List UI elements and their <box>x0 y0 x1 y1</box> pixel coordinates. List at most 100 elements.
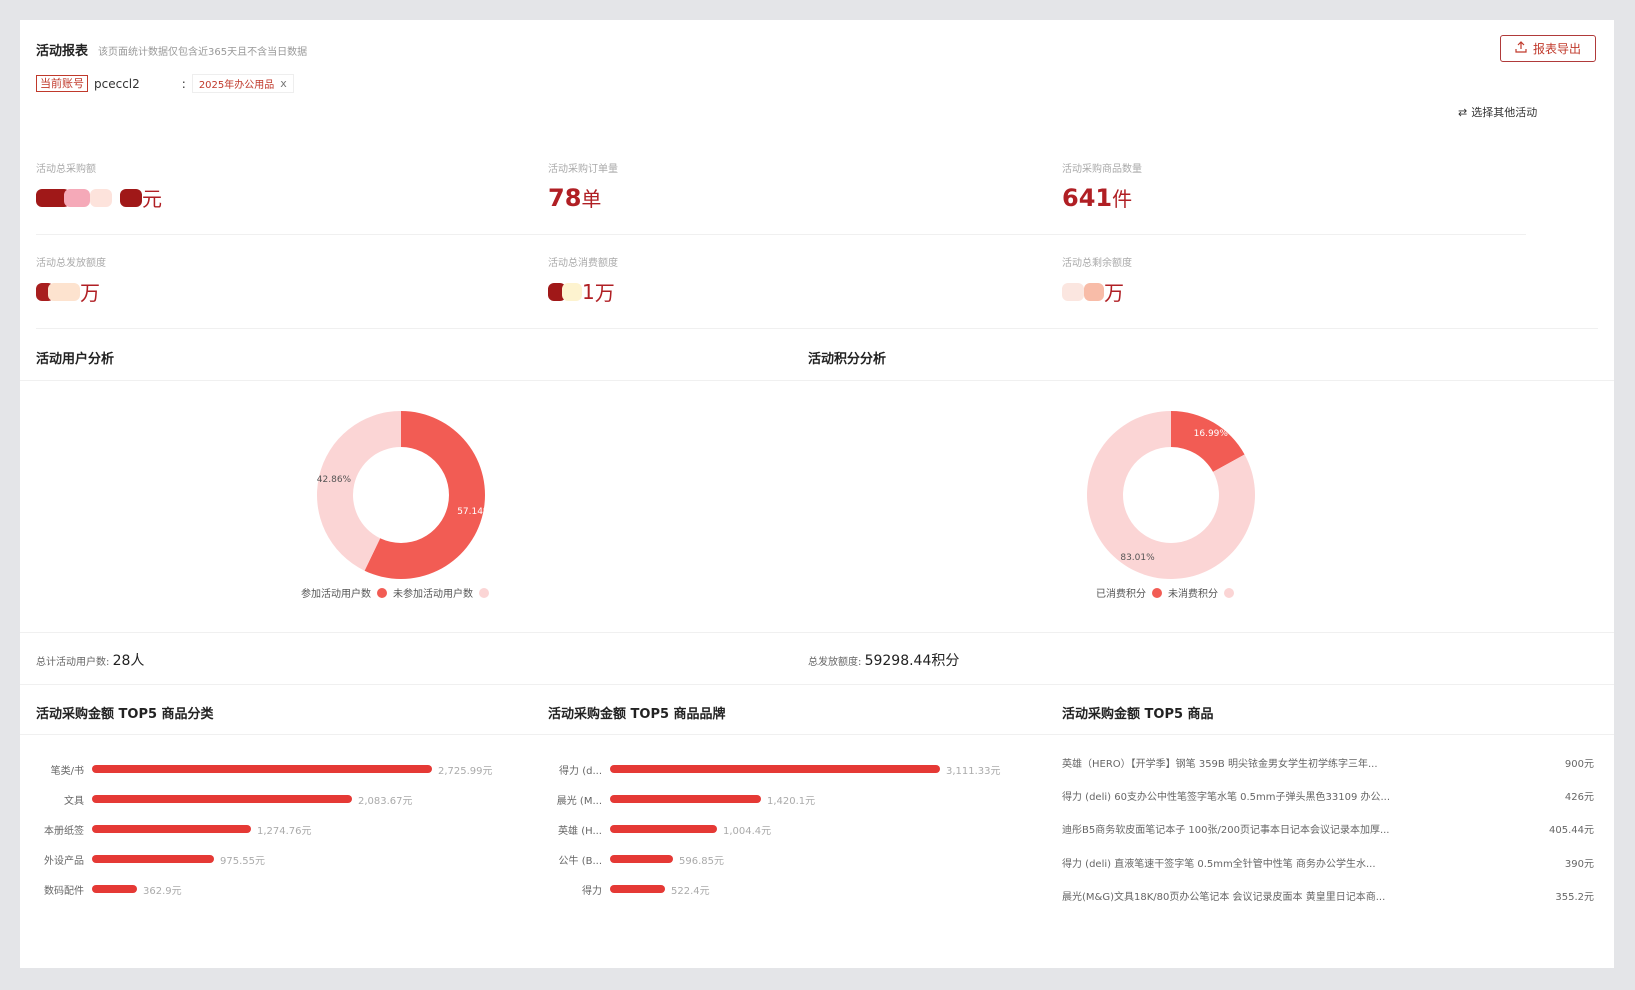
metric-item-count: 活动采购商品数量 641件 <box>1062 160 1142 212</box>
bar <box>92 885 137 893</box>
bar <box>92 825 251 833</box>
bar-label: 本册纸签 <box>44 825 84 837</box>
redacted-value <box>1062 282 1084 301</box>
redacted-value <box>562 282 582 301</box>
divider <box>36 234 1526 235</box>
summary-value: 59298.44积分 <box>864 653 960 669</box>
points-consumed-percent: 16.99% <box>1194 429 1229 439</box>
close-icon[interactable]: x <box>280 77 287 90</box>
bar-value-label: 596.85元 <box>679 855 724 867</box>
bar-value-label: 522.4元 <box>671 885 710 897</box>
account-badge: 当前账号 <box>36 75 88 92</box>
bar <box>92 795 352 803</box>
metric-label: 活动总消费额度 <box>548 258 618 269</box>
metric-label: 活动采购商品数量 <box>1062 164 1142 175</box>
report-panel: 活动报表 该页面统计数据仅包含近365天且不含当日数据 报表导出 当前账号 pc… <box>20 20 1614 968</box>
legend-dot <box>1224 587 1234 598</box>
points-donut-chart: 16.99% 83.01% <box>1087 411 1255 579</box>
metric-unit: 件 <box>1112 187 1133 211</box>
bar-row: 公牛 (B... 596.85元 <box>548 853 724 867</box>
metric-total-purchase: 活动总采购额 元 <box>36 160 162 212</box>
list-item[interactable]: 迪彤B5商务软皮面笔记本子 100张/200页记事本日记本会议记录本加厚... … <box>1062 821 1594 836</box>
user-participated-percent: 57.14% <box>457 507 486 517</box>
redacted-value <box>36 188 70 207</box>
top5-brand-title: 活动采购金额 TOP5 商品品牌 <box>548 707 726 722</box>
page-subtitle: 该页面统计数据仅包含近365天且不含当日数据 <box>98 47 308 58</box>
metric-unit: 万 <box>594 281 615 305</box>
legend-dot <box>479 587 489 598</box>
divider <box>20 734 1614 735</box>
divider <box>20 632 1614 633</box>
metric-unit: 万 <box>1104 281 1124 305</box>
redacted-value <box>90 188 112 207</box>
metric-value: 78 <box>548 184 582 212</box>
list-item[interactable]: 英雄（HERO）【开学季】钢笔 359B 明尖铱金男女学生初学练字三年... 9… <box>1062 755 1594 770</box>
points-summary: 总发放额度: 59298.44积分 <box>808 650 959 670</box>
bar-row: 英雄 (H... 1,004.4元 <box>548 823 771 837</box>
redacted-value <box>548 282 566 301</box>
bar-row: 数码配件 362.9元 <box>36 883 182 897</box>
account-row: 当前账号 pceccl2 : 2025年办公用品 x <box>36 74 294 93</box>
summary-label: 总计活动用户数: <box>36 657 110 668</box>
top5-product-title: 活动采购金额 TOP5 商品 <box>1062 707 1214 722</box>
bar <box>92 855 214 863</box>
product-amount: 405.44元 <box>1549 825 1594 836</box>
list-item[interactable]: 得力 (deli) 直液笔速干签字笔 0.5mm全针管中性笔 商务办公学生水..… <box>1062 855 1594 870</box>
page-title: 活动报表 <box>36 44 89 59</box>
bar-label: 得力 <box>582 885 602 897</box>
product-name: 得力 (deli) 60支办公中性笔签字笔水笔 0.5mm子弹头黑色33109 … <box>1062 792 1391 803</box>
list-item[interactable]: 得力 (deli) 60支办公中性笔签字笔水笔 0.5mm子弹头黑色33109 … <box>1062 788 1594 803</box>
product-name: 迪彤B5商务软皮面笔记本子 100张/200页记事本日记本会议记录本加厚... <box>1062 825 1390 836</box>
bar-row: 晨光 (M... 1,420.1元 <box>548 793 815 807</box>
divider <box>20 380 1614 381</box>
bar-label: 英雄 (H... <box>558 825 602 837</box>
list-item[interactable]: 晨光(M&G)文具18K/80页办公笔记本 会议记录皮面本 黄皇里日记本商...… <box>1062 888 1594 903</box>
bar-label: 晨光 (M... <box>556 795 602 807</box>
donut-slice <box>364 411 485 579</box>
bar-row: 笔类/书 2,725.99元 <box>36 763 493 777</box>
account-colon: : <box>181 76 186 91</box>
top5-category-title: 活动采购金额 TOP5 商品分类 <box>36 707 214 722</box>
bar-value-label: 362.9元 <box>143 885 182 897</box>
metric-unit: 万 <box>80 281 100 305</box>
divider <box>20 684 1614 685</box>
redacted-value <box>1084 282 1104 301</box>
legend-dot <box>1152 587 1162 598</box>
bar-label: 文具 <box>64 795 84 807</box>
bar-label: 得力 (d... <box>559 765 602 777</box>
bar-value-label: 3,111.33元 <box>946 765 1001 777</box>
metric-label: 活动总剩余额度 <box>1062 258 1132 269</box>
metric-unit: 元 <box>142 187 162 211</box>
points-unconsumed-percent: 83.01% <box>1120 553 1155 563</box>
upload-icon <box>1515 41 1527 56</box>
user-analysis-title: 活动用户分析 <box>36 352 115 367</box>
select-other-activity[interactable]: ⇄ 选择其他活动 <box>1458 104 1537 120</box>
bar <box>610 825 717 833</box>
user-donut-chart: 57.14% 42.86% <box>317 411 486 579</box>
bar-value-label: 2,725.99元 <box>438 765 493 777</box>
export-button[interactable]: 报表导出 <box>1500 35 1596 62</box>
legend-label: 已消费积分 <box>1096 589 1146 600</box>
metric-total-issued: 活动总发放额度 万 <box>36 254 106 306</box>
donut-slice <box>1171 411 1245 472</box>
donut-slice <box>1087 411 1255 579</box>
summary-label: 总发放额度: <box>808 657 862 668</box>
metric-total-remaining: 活动总剩余额度 万 <box>1062 254 1132 306</box>
swap-icon: ⇄ <box>1458 105 1468 119</box>
bar-row: 文具 2,083.67元 <box>36 793 413 807</box>
points-legend: 已消费积分 未消费积分 <box>1096 585 1234 600</box>
activity-tag[interactable]: 2025年办公用品 x <box>191 74 294 93</box>
bar <box>610 855 673 863</box>
legend-label: 参加活动用户数 <box>301 589 371 600</box>
bar-row: 外设产品 975.55元 <box>36 853 265 867</box>
summary-value: 28人 <box>112 653 145 669</box>
bar <box>610 795 761 803</box>
redacted-value <box>48 282 80 301</box>
product-name: 得力 (deli) 直液笔速干签字笔 0.5mm全针管中性笔 商务办公学生水..… <box>1062 859 1376 870</box>
legend-label: 未参加活动用户数 <box>393 589 473 600</box>
product-name: 英雄（HERO）【开学季】钢笔 359B 明尖铱金男女学生初学练字三年... <box>1062 759 1378 770</box>
activity-tag-label: 2025年办公用品 <box>198 80 275 91</box>
legend-label: 未消费积分 <box>1168 589 1218 600</box>
redacted-value <box>64 188 90 207</box>
bar <box>610 765 940 773</box>
